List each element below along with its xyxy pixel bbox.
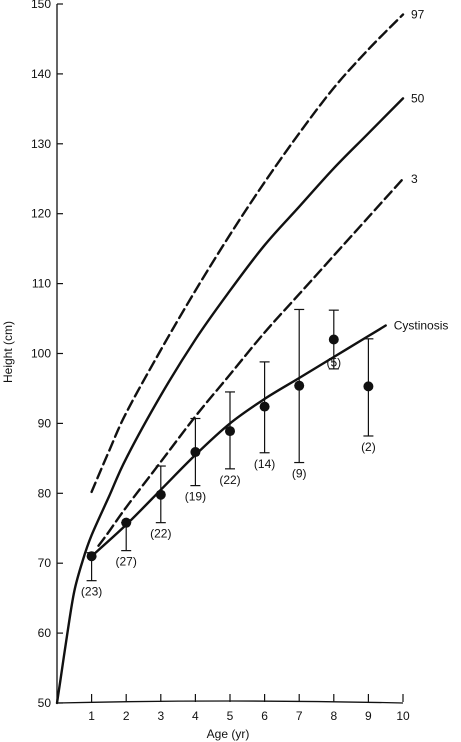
data-point: [225, 426, 235, 437]
x-axis-title: Age (yr): [207, 727, 250, 741]
axes: 50 60 70 80 90 100 110 120 130 140 150 1 2 3 4 5 6 7 8 9 10: [31, 0, 410, 723]
data-point: [363, 381, 374, 392]
y-tick-label: 50: [38, 696, 52, 710]
sample-count-label: (22): [150, 527, 171, 541]
x-tick-label: 4: [192, 709, 199, 723]
x-tick-label: 10: [396, 709, 410, 723]
growth-curves: [55, 13, 405, 705]
sample-count-label: (27): [116, 555, 137, 569]
y-tick-label: 100: [31, 347, 51, 361]
data-point: [190, 447, 201, 458]
measurement-points: (23) (27) (22) (19) (22) (14) (9) (5) (2): [81, 308, 376, 599]
series-line-3: [97, 177, 405, 547]
x-tick-label: 2: [123, 709, 130, 723]
x-tick-label: 9: [365, 709, 372, 723]
series-line-50: [55, 97, 405, 705]
sample-count-label: (5): [326, 356, 341, 370]
y-tick-label: 140: [31, 67, 51, 81]
series-label-cystinosis: Cystinosis: [394, 319, 449, 333]
x-tick-label: 1: [88, 709, 95, 723]
series-label-3: 3: [411, 172, 418, 186]
series-label-50: 50: [411, 91, 425, 105]
x-tick-label: 7: [296, 709, 303, 723]
data-point: [155, 489, 166, 500]
y-tick-label: 110: [32, 277, 51, 291]
series-line-cystinosis: [90, 324, 387, 558]
x-tick-label: 8: [330, 709, 337, 723]
sample-count-label: (2): [361, 440, 376, 454]
sample-count-label: (14): [254, 457, 275, 471]
series-label-97: 97: [411, 7, 425, 21]
data-point: [121, 517, 132, 528]
sample-count-label: (22): [219, 473, 240, 487]
y-tick-label: 60: [38, 626, 52, 640]
y-tick-label: 150: [31, 0, 51, 11]
x-tick-label: 5: [227, 709, 234, 723]
y-axis-title: Height (cm): [1, 321, 15, 383]
series-labels: 97 50 3 Cystinosis: [394, 7, 449, 332]
sample-count-label: (9): [292, 467, 307, 481]
x-tick-label: 3: [157, 709, 164, 723]
y-tick-label: 120: [31, 207, 51, 221]
y-tick-label: 130: [31, 137, 51, 151]
series-line-97: [90, 13, 405, 494]
y-tick-label: 70: [38, 556, 52, 570]
sample-count-label: (19): [185, 490, 206, 504]
y-tick-label: 90: [38, 416, 52, 430]
data-point: [86, 551, 97, 562]
data-point: [294, 380, 305, 391]
sample-count-label: (23): [81, 585, 102, 599]
data-point: [328, 334, 339, 345]
x-tick-label: 6: [261, 709, 268, 723]
data-point: [259, 401, 270, 412]
y-tick-label: 80: [38, 486, 52, 500]
